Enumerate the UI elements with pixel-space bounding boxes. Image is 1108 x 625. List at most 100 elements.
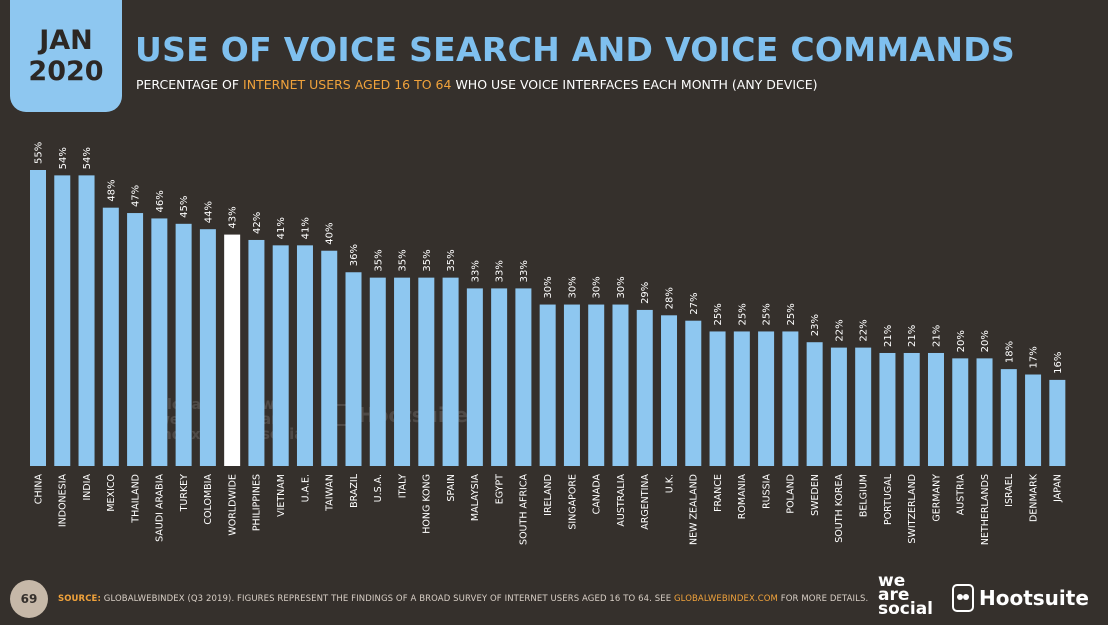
bar-denmark [1025, 374, 1042, 466]
value-label: 29% [640, 282, 651, 304]
date-month: JAN [39, 25, 93, 56]
page-title: USE OF VOICE SEARCH AND VOICE COMMANDS [135, 30, 1016, 69]
category-label: POLAND [786, 474, 797, 514]
category-label: INDIA [82, 474, 93, 501]
category-label: CHINA [33, 474, 44, 505]
was-logo-line: social [878, 599, 934, 619]
value-label: 47% [131, 185, 142, 207]
category-label: ROMANIA [737, 474, 748, 520]
category-label: INDONESIA [58, 473, 69, 527]
source-end: FOR MORE DETAILS. [777, 594, 869, 604]
value-label: 55% [34, 142, 45, 164]
value-label: 35% [422, 249, 433, 271]
category-label: THAILAND [130, 474, 141, 524]
bar-u-k- [661, 315, 678, 466]
bar-canada [588, 304, 605, 466]
category-label: SAUDI ARABIA [155, 474, 166, 542]
hootsuite-logo: Hootsuite [952, 584, 1089, 612]
bar-south-africa [515, 288, 532, 466]
category-label: NETHERLANDS [980, 474, 991, 545]
value-label: 25% [713, 303, 724, 325]
bar-germany [927, 352, 944, 466]
category-label: BRAZIL [349, 473, 360, 508]
value-label: 30% [567, 276, 578, 298]
bar-worldwide [224, 234, 241, 466]
was-logo-line: we [878, 571, 906, 591]
value-label: 21% [907, 325, 918, 347]
category-label: ARGENTINA [640, 474, 651, 530]
bar-austria [952, 358, 969, 466]
value-label: 41% [300, 217, 311, 239]
bar-spain [442, 277, 459, 466]
bar-singapore [563, 304, 580, 466]
value-label: 25% [737, 303, 748, 325]
bar-thailand [127, 213, 144, 466]
bar-india [78, 175, 95, 466]
owl-icon [952, 584, 974, 612]
bar-turkey [175, 223, 192, 466]
value-label: 54% [82, 147, 93, 169]
category-label: WORLDWIDE [227, 474, 238, 536]
value-label: 20% [980, 330, 991, 352]
category-label: U.S.A. [373, 474, 384, 502]
bar-south-korea [830, 347, 847, 466]
category-label: AUSTRALIA [616, 473, 627, 526]
bar-poland [782, 331, 799, 466]
value-label: 21% [931, 325, 942, 347]
bar-australia [612, 304, 629, 466]
bar-belgium [855, 347, 872, 466]
bar-ireland [539, 304, 556, 466]
value-label: 18% [1004, 341, 1015, 363]
category-label: TAIWAN [325, 474, 336, 512]
category-label: EGYPT [494, 474, 505, 504]
bar-mexico [102, 207, 119, 466]
subtitle-highlight: INTERNET USERS AGED 16 TO 64 [243, 77, 452, 92]
category-label: IRELAND [543, 474, 554, 516]
value-label: 20% [956, 330, 967, 352]
category-label: DENMARK [1028, 473, 1039, 522]
value-label: 33% [495, 260, 506, 282]
category-label: U.K. [664, 474, 675, 493]
bar-china [30, 170, 46, 466]
value-label: 21% [883, 325, 894, 347]
bar-israel [1000, 369, 1017, 466]
source-label: SOURCE: [58, 594, 101, 604]
bar-taiwan [321, 250, 338, 466]
value-label: 41% [276, 217, 287, 239]
bar-egypt [491, 288, 508, 466]
bar-philippines [248, 239, 265, 466]
value-label: 25% [762, 303, 773, 325]
category-label: SOUTH AFRICA [519, 474, 530, 545]
value-label: 45% [179, 196, 190, 218]
page-number-badge: 69 [10, 580, 48, 618]
source-link[interactable]: GLOBALWEBINDEX.COM [673, 594, 778, 604]
source-note: SOURCE: GLOBALWEBINDEX (Q3 2019). FIGURE… [58, 594, 868, 604]
bar-russia [758, 331, 775, 466]
bar-colombia [199, 229, 216, 466]
bar-saudi-arabia [151, 218, 168, 466]
subtitle-pre: PERCENTAGE OF [136, 77, 244, 92]
category-label: ITALY [397, 474, 408, 498]
value-label: 22% [859, 319, 870, 341]
bar-sweden [806, 342, 823, 466]
date-badge: JAN 2020 [10, 0, 122, 112]
bar-japan [1049, 379, 1066, 466]
value-label: 44% [203, 201, 214, 223]
source-text: GLOBALWEBINDEX (Q3 2019). FIGURES REPRES… [100, 594, 674, 604]
bar-vietnam [272, 245, 289, 466]
category-label: SINGAPORE [567, 474, 578, 530]
category-label: PHILIPPINES [252, 474, 263, 531]
value-label: 35% [373, 249, 384, 271]
category-label: U.A.E. [300, 474, 311, 502]
value-label: 16% [1053, 352, 1064, 374]
bar-italy [394, 277, 411, 466]
bar-france [709, 331, 726, 466]
category-label: NEW ZEALAND [689, 474, 700, 545]
bar-new-zealand [685, 320, 702, 466]
value-label: 48% [106, 179, 117, 201]
hootsuite-logo-text: Hootsuite [979, 586, 1089, 610]
value-label: 40% [325, 222, 336, 244]
category-label: VIETNAM [276, 474, 287, 517]
value-label: 46% [155, 190, 166, 212]
category-label: COLOMBIA [203, 474, 214, 525]
